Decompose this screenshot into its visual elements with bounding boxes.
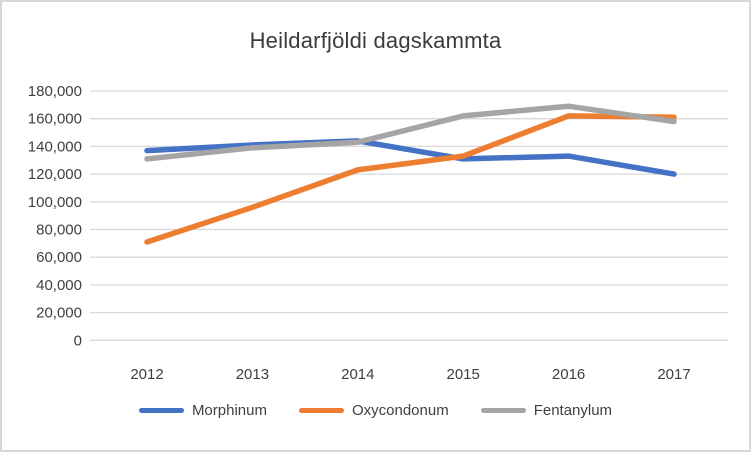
legend-item-fentanylum: Fentanylum [480, 402, 613, 419]
y-axis-tick-label: 0 [74, 332, 82, 349]
legend-item-morphinum: Morphinum [138, 402, 267, 419]
y-axis-tick-label: 160,000 [28, 111, 82, 128]
y-axis-tick-label: 100,000 [28, 194, 82, 211]
x-axis-tick-label: 2012 [130, 366, 163, 383]
chart-title: Heildarfjöldi dagskammta [249, 28, 502, 53]
y-axis-tick-label: 60,000 [36, 249, 82, 266]
y-axis-tick-label: 40,000 [36, 277, 82, 294]
x-axis-tick-label: 2014 [341, 366, 374, 383]
legend-line-swatch-morphinum [138, 408, 184, 413]
legend-item-oxycondonum: Oxycondonum [298, 402, 449, 419]
y-axis-tick-label: 20,000 [36, 305, 82, 322]
y-axis-tick-label: 120,000 [28, 166, 82, 183]
legend-line-swatch-fentanylum [480, 408, 526, 413]
legend-line-swatch-oxycondonum [298, 408, 344, 413]
series-line-morphinum [144, 138, 677, 177]
x-axis-tick-label: 2017 [657, 366, 690, 383]
y-axis-tick-label: 180,000 [28, 83, 82, 100]
x-axis-tick-label: 2015 [447, 366, 480, 383]
legend-label: Morphinum [191, 402, 267, 419]
legend-label: Oxycondonum [351, 402, 449, 419]
chart-legend: Morphinum Oxycondonum Fentanylum [2, 402, 749, 419]
y-axis-labels: 0 20,000 40,000 60,000 80,000 100,000 120,000 1… [28, 83, 82, 349]
y-axis-tick-label: 80,000 [36, 222, 82, 239]
series-line-fentanylum [144, 103, 677, 162]
legend-label: Fentanylum [533, 402, 613, 419]
series-line-oxycondonum [144, 113, 677, 245]
y-axis-tick-label: 140,000 [28, 138, 82, 155]
x-axis-labels: 2012 2013 2014 2015 2016 2017 [130, 366, 690, 383]
x-axis-tick-label: 2016 [552, 366, 585, 383]
x-axis-tick-label: 2013 [236, 366, 269, 383]
